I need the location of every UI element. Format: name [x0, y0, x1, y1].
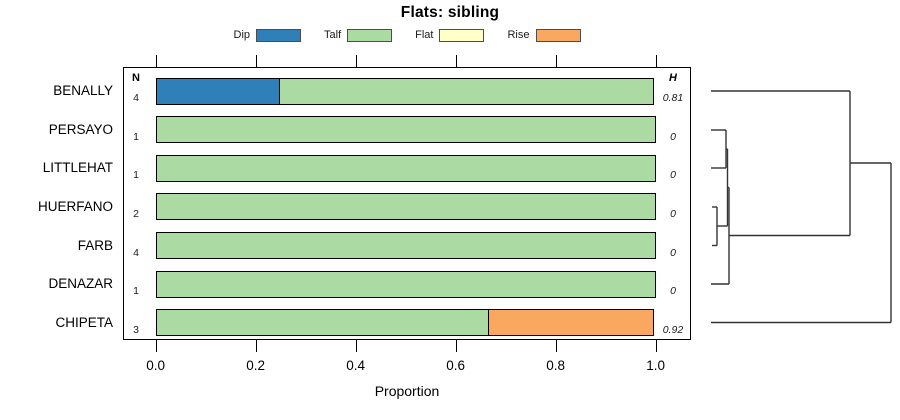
axis-tick-label: 0.4	[346, 358, 366, 373]
legend-item: Dip	[233, 28, 302, 42]
legend-label: Flat	[415, 29, 434, 41]
legend-label: Talf	[324, 29, 342, 41]
bar-segment-rise	[487, 309, 655, 337]
legend-label: Rise	[507, 29, 530, 41]
bar-row	[155, 309, 655, 337]
h-column-header: H	[669, 72, 677, 84]
axis-tick-top	[555, 55, 558, 67]
legend-swatch	[535, 28, 581, 42]
bar-row	[155, 77, 655, 105]
category-label: HUERFANO	[37, 198, 113, 214]
legend-item: Talf	[324, 28, 393, 42]
bar-row	[155, 270, 656, 298]
axis-tick-bottom	[455, 340, 458, 352]
category-label: FARB	[77, 237, 113, 253]
bar-row	[155, 154, 656, 182]
legend-item: Flat	[415, 28, 485, 42]
n-value: 4	[133, 246, 139, 259]
bar-segment-talf	[155, 232, 656, 259]
legend-swatch	[439, 28, 485, 42]
h-value: 0	[670, 246, 676, 259]
h-value: 0.92	[662, 323, 684, 336]
h-value: 0	[670, 285, 676, 298]
axis-tick-label: 0.8	[546, 358, 566, 373]
h-value: 0.81	[662, 92, 684, 104]
bar-segment-talf	[155, 309, 490, 337]
legend-swatch	[256, 28, 302, 42]
bar-row	[155, 232, 656, 259]
bar-segment-dip	[155, 77, 281, 105]
legend-label: Dip	[233, 29, 251, 41]
legend-swatch	[347, 28, 393, 42]
axis-tick-top	[455, 55, 458, 67]
axis-tick-bottom	[255, 340, 258, 352]
bar-row	[155, 116, 656, 144]
axis-tick-label: 1.0	[646, 358, 666, 373]
category-label: BENALLY	[53, 83, 113, 98]
n-value: 2	[133, 207, 139, 220]
category-label: DENAZAR	[48, 276, 113, 292]
bar-segment-talf	[155, 193, 656, 221]
axis-tick-top	[155, 55, 158, 67]
axis-tick-bottom	[155, 340, 158, 352]
n-column-header: N	[132, 72, 140, 84]
h-value: 0	[670, 130, 676, 143]
bar-row	[155, 193, 656, 221]
axis-tick-label: 0.6	[446, 358, 466, 373]
bar-segment-talf	[279, 77, 655, 105]
legend: Dip Talf Flat Rise	[123, 26, 691, 44]
bar-segment-talf	[155, 116, 656, 144]
chart-title: Flats: sibling	[400, 4, 500, 21]
axis-tick-bottom	[655, 340, 658, 352]
axis-tick-label: 0.0	[146, 358, 166, 373]
n-value: 1	[133, 130, 139, 143]
n-value: 4	[133, 92, 139, 104]
axis-tick-label: 0.2	[246, 358, 266, 373]
category-label: PERSAYO	[48, 121, 113, 137]
h-value: 0	[670, 169, 676, 182]
axis-tick-bottom	[555, 340, 558, 352]
legend-item: Rise	[507, 28, 581, 42]
bar-segment-talf	[155, 270, 656, 298]
n-value: 3	[133, 323, 139, 336]
axis-tick-top	[355, 55, 358, 67]
axis-tick-top	[255, 55, 258, 67]
n-value: 1	[133, 285, 139, 298]
n-value: 1	[133, 169, 139, 182]
axis-tick-bottom	[355, 340, 358, 352]
h-value: 0	[670, 207, 676, 220]
category-label: CHIPETA	[55, 314, 113, 330]
axis-tick-top	[655, 55, 658, 67]
x-axis-title: Proportion	[374, 383, 440, 399]
category-label: LITTLEHAT	[42, 160, 113, 176]
bar-segment-talf	[155, 154, 656, 182]
